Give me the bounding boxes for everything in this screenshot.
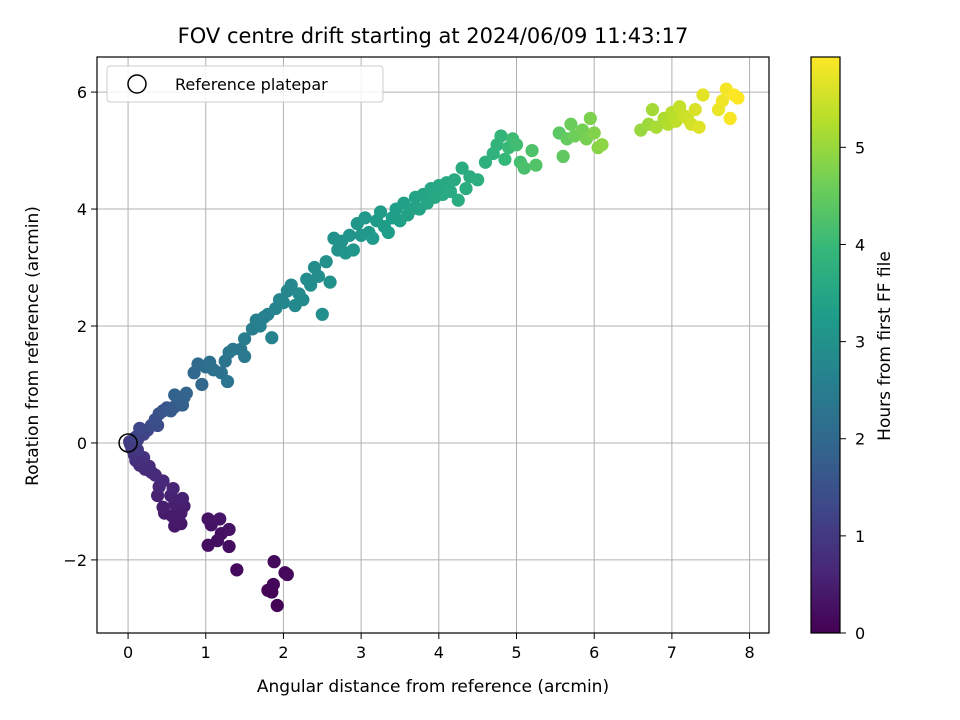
data-point — [238, 332, 252, 346]
x-tick-label: 7 — [667, 643, 677, 662]
data-point — [587, 126, 601, 140]
data-point — [346, 243, 360, 257]
x-tick-label: 6 — [589, 643, 599, 662]
data-point — [731, 91, 745, 105]
data-point — [323, 275, 337, 289]
chart-title: FOV centre drift starting at 2024/06/09 … — [178, 24, 689, 48]
x-tick-label: 0 — [123, 643, 133, 662]
plot-frame — [96, 56, 770, 634]
data-point — [195, 377, 209, 392]
data-point — [265, 331, 279, 345]
data-point — [509, 138, 524, 152]
data-point — [692, 120, 706, 134]
plot-area: 0 1 2 3 4 5 6 7 8 −2 0 2 4 6 — [63, 56, 770, 662]
data-point — [358, 211, 372, 225]
data-point — [373, 205, 388, 219]
data-point — [179, 386, 193, 400]
data-point — [201, 512, 215, 526]
data-point — [517, 161, 531, 175]
x-tick-label: 1 — [201, 643, 211, 662]
data-point — [267, 555, 281, 569]
data-point — [133, 421, 147, 435]
data-point — [284, 278, 298, 292]
x-axis-label: Angular distance from reference (arcmin) — [257, 677, 609, 697]
data-point — [220, 374, 235, 389]
y-tick-label: 6 — [77, 83, 87, 102]
y-tick-label: 4 — [77, 200, 87, 219]
data-point — [222, 522, 236, 537]
data-point — [156, 500, 170, 514]
colorbar-tick-label: 4 — [855, 235, 865, 254]
y-tick-label: −2 — [63, 551, 87, 570]
data-point — [688, 103, 702, 117]
colorbar-label: Hours from first FF file — [875, 251, 895, 441]
x-tick-label: 3 — [356, 643, 366, 662]
data-point — [696, 88, 710, 102]
data-point — [564, 117, 578, 131]
data-point — [315, 307, 329, 321]
data-point — [595, 138, 609, 152]
data-point — [498, 152, 512, 166]
data-point — [723, 111, 737, 126]
colorbar: 0 1 2 3 4 5 — [810, 56, 865, 643]
data-point — [583, 111, 597, 126]
data-point — [168, 519, 182, 533]
x-tick-label: 4 — [434, 643, 444, 662]
colorbar-tick-label: 3 — [855, 333, 865, 352]
x-tick-label: 8 — [744, 643, 754, 662]
data-point — [168, 388, 182, 402]
data-point — [366, 231, 380, 245]
data-point — [342, 228, 357, 242]
colorbar-gradient — [810, 56, 841, 634]
legend-marker — [127, 74, 147, 94]
data-point — [230, 563, 244, 577]
data-point — [266, 577, 280, 592]
legend: Reference platepar — [106, 65, 384, 103]
data-point — [280, 567, 294, 582]
data-point — [478, 155, 493, 169]
data-point — [304, 278, 318, 292]
x-tick-label: 2 — [278, 643, 288, 662]
data-point — [455, 161, 469, 175]
y-tick-label: 2 — [77, 317, 87, 336]
x-tick-label: 5 — [511, 643, 521, 662]
data-point — [459, 181, 473, 196]
data-point — [319, 255, 333, 269]
y-tick-label: 0 — [77, 434, 87, 453]
data-point — [715, 94, 729, 108]
y-axis-label: Rotation from reference (arcmin) — [23, 206, 43, 486]
legend-entry: Reference platepar — [175, 75, 328, 94]
data-point — [381, 225, 395, 240]
data-point — [645, 103, 660, 117]
data-point — [525, 143, 539, 158]
data-point — [296, 293, 310, 307]
data-point — [270, 598, 284, 613]
data-point — [213, 512, 227, 526]
data-point — [276, 296, 291, 310]
colorbar-tick-label: 1 — [855, 527, 865, 546]
data-point — [494, 129, 508, 143]
data-point — [529, 158, 543, 172]
data-point — [649, 120, 663, 134]
data-point — [556, 149, 570, 164]
data-point — [175, 491, 190, 506]
data-point — [166, 481, 180, 496]
colorbar-tick-label: 5 — [855, 138, 865, 157]
colorbar-tick-label: 0 — [855, 624, 865, 643]
data-point — [447, 173, 461, 187]
data-point — [222, 539, 236, 554]
reference-point — [118, 433, 138, 453]
legend-box — [106, 65, 384, 103]
data-point — [443, 184, 458, 199]
data-point — [238, 349, 252, 364]
colorbar-tick-label: 2 — [855, 430, 865, 449]
data-point — [451, 193, 465, 207]
data-point — [471, 173, 485, 187]
data-point — [311, 269, 326, 283]
